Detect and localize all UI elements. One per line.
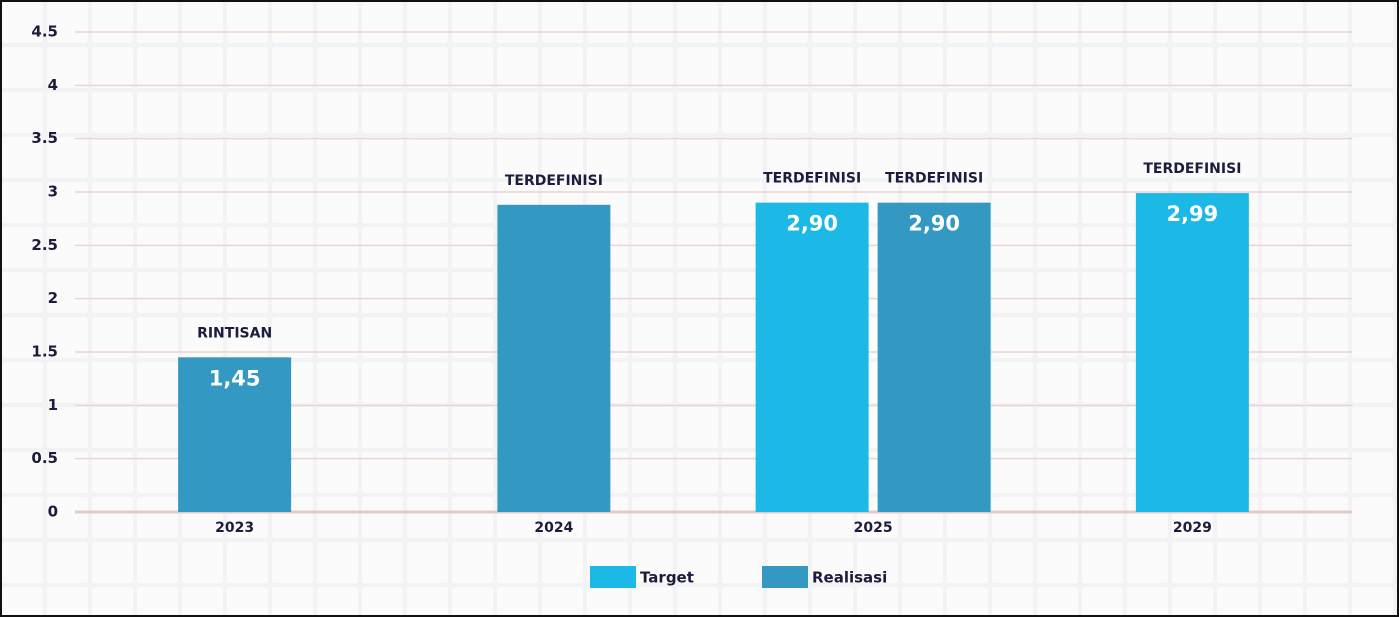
y-tick-label: 1 [48,396,58,414]
y-tick-label: 4 [48,76,58,94]
x-tick-label: 2025 [854,520,893,536]
bar [178,357,292,512]
y-tick-label: 0.5 [31,449,58,467]
y-tick-label: 2.5 [31,236,58,254]
bar-annotation: TERDEFINISI [763,171,861,187]
value-label: 2,99 [1166,202,1218,226]
x-tick-label: 2024 [534,520,573,536]
bar-annotation: TERDEFINISI [885,171,983,187]
value-label: 2,90 [908,212,960,236]
value-label: 2,90 [786,212,838,236]
y-tick-label: 2 [48,289,58,307]
x-tick-label: 2029 [1173,520,1212,536]
legend-label: Target [640,569,694,587]
bar [877,202,991,512]
x-tick-label: 2023 [215,520,254,536]
y-tick-label: 4.5 [31,23,58,41]
bar [755,202,869,512]
bar-annotation: TERDEFINISI [505,173,603,189]
legend-swatch [762,566,808,588]
bar [497,204,611,513]
value-label: 1,45 [209,366,261,390]
legend-swatch [590,566,636,588]
y-tick-label: 3 [48,183,58,201]
y-tick-label: 1.5 [31,343,58,361]
y-tick-label: 3.5 [31,129,58,147]
bar-annotation: RINTISAN [197,325,272,341]
bar-annotation: TERDEFINISI [1143,161,1241,177]
bar [1135,193,1249,513]
legend-label: Realisasi [812,569,887,587]
y-tick-label: 0 [48,503,58,521]
